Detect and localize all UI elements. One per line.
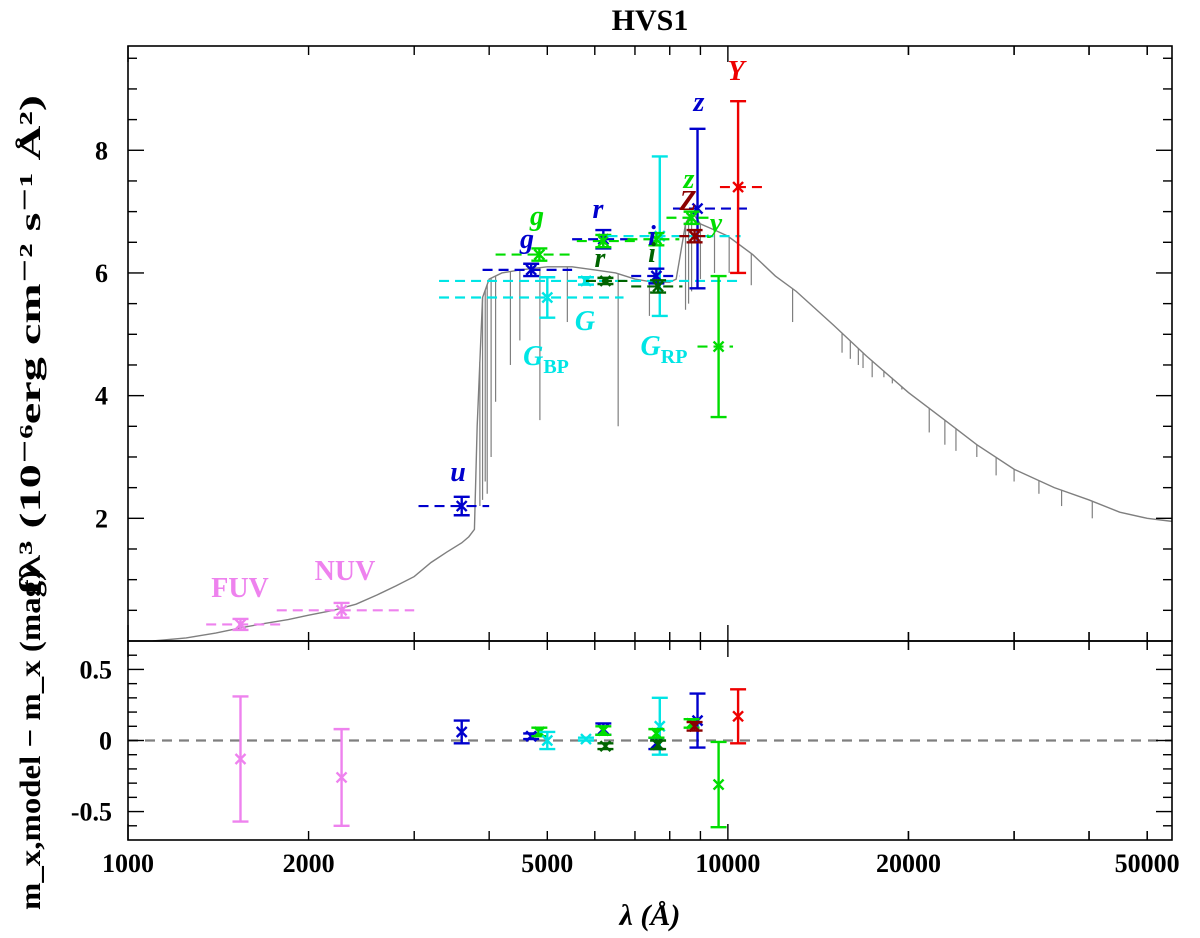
- filter-label-r-dark: r: [595, 243, 607, 274]
- y-tick-label-top-6: 6: [95, 259, 108, 288]
- x-tick-label-50000: 50000: [1115, 849, 1180, 878]
- y-tick-label-top-2: 2: [95, 504, 108, 533]
- filter-label-g-green: g: [529, 201, 544, 232]
- filter-label-Z: Z: [678, 186, 696, 217]
- data-point-NUV: [335, 604, 348, 617]
- filter-label-FUV: FUV: [211, 573, 269, 604]
- residual-point-i-green: [650, 727, 663, 740]
- residual-point-FUV: [234, 753, 247, 765]
- data-point-G: [580, 275, 592, 287]
- y-axis-label-top: fλ³ (10⁻⁶erg cm⁻² s⁻¹ Å²): [14, 95, 47, 595]
- filter-label-y: y: [707, 208, 723, 239]
- data-point-z-green: [685, 211, 698, 224]
- residual-panel: [128, 688, 1172, 829]
- residual-point-i-dark: [652, 738, 664, 751]
- data-point-i-green: [650, 233, 663, 246]
- data-point-Y: [732, 181, 744, 193]
- filter-label-G_RP: GRP: [641, 331, 688, 368]
- y-tick-label-bottom-0.5: 0.5: [80, 655, 113, 684]
- y-tick-label-top-4: 4: [95, 382, 108, 411]
- x-tick-label-1000: 1000: [102, 849, 154, 878]
- filter-label-i-blue: i: [648, 221, 656, 252]
- y-axis-label-bottom: m_x,model − m_x (mag): [14, 570, 47, 910]
- residual-point-r-green: [597, 724, 610, 737]
- model-spectrum-line: [152, 210, 1172, 641]
- residual-point-G: [580, 733, 592, 745]
- data-point-y: [712, 340, 725, 353]
- data-point-r-dark: [599, 275, 612, 287]
- filter-label-g-blue: g: [519, 224, 534, 255]
- data-point-FUV: [234, 618, 247, 631]
- data-point-g-green: [533, 248, 546, 261]
- residual-point-y: [712, 778, 725, 791]
- x-tick-label-2000: 2000: [283, 849, 335, 878]
- data-point-u: [455, 500, 468, 512]
- residual-point-r-dark: [599, 740, 612, 753]
- residual-point-Y: [732, 710, 744, 723]
- x-axis-label: λ (Å): [618, 899, 681, 932]
- filter-label-z-green: z: [683, 164, 695, 195]
- residual-point-NUV: [335, 771, 348, 784]
- filter-label-z-blue: z: [693, 87, 705, 118]
- data-point-r-green: [597, 235, 610, 247]
- residual-point-Z: [688, 720, 701, 733]
- panel-frames: [127, 45, 1173, 841]
- y-tick-label-top-8: 8: [95, 136, 108, 165]
- filter-label-subscript: RP: [661, 346, 688, 368]
- data-point-Z: [688, 230, 701, 243]
- filter-label-i-dark: i: [648, 238, 656, 269]
- residual-point-u: [455, 726, 468, 738]
- x-tick-label-10000: 10000: [695, 849, 760, 878]
- filter-label-G_BP: GBP: [523, 341, 569, 378]
- axis-labels: 1000 2000 5000 10000 20000 50000 2 4 6 8 -0.5 0 0.5 H…: [14, 4, 1180, 932]
- filter-label-u: u: [450, 457, 466, 488]
- data-point-G_BP: [541, 291, 554, 304]
- filter-label-G: G: [575, 306, 595, 337]
- residual-point-g-blue: [525, 730, 538, 743]
- chart-title: HVS1: [612, 4, 689, 37]
- y-tick-label-bottom--0.5: -0.5: [71, 798, 112, 827]
- filter-label-r-blue: r: [593, 194, 605, 225]
- data-point-g-blue: [525, 264, 538, 276]
- data-point-i-dark: [652, 280, 664, 293]
- filter-label-NUV: NUV: [315, 556, 376, 587]
- filter-label-subscript: BP: [543, 356, 569, 378]
- filter-label-Y: Y: [727, 56, 747, 87]
- x-tick-label-5000: 5000: [521, 849, 573, 878]
- x-tick-label-20000: 20000: [876, 849, 941, 878]
- y-tick-label-bottom-0: 0: [99, 727, 112, 756]
- residual-point-G_BP: [541, 734, 554, 747]
